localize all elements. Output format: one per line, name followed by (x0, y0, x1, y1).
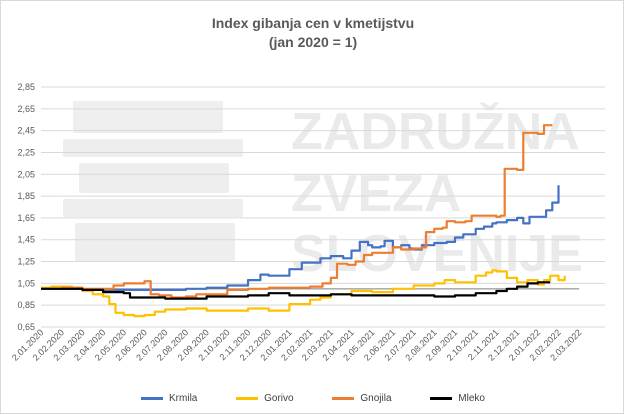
y-tick-label: 1,65 (17, 213, 35, 223)
y-tick-label: 2,25 (17, 147, 35, 157)
series-line-gnojila (41, 124, 553, 299)
chart-subtitle: (jan 2020 = 1) (268, 34, 358, 50)
y-tick-label: 2,05 (17, 169, 35, 179)
watermark-text-2: ZVEZA (291, 165, 461, 223)
legend-swatch-gorivo (236, 397, 259, 400)
y-axis-ticks: 0,65 0,85 1,05 1,25 1,45 1,65 1,85 2,05 2,25 2,45… (17, 82, 35, 332)
watermark-logo: ZADRUŽNA ZVEZA SLOVENIJE (63, 101, 583, 283)
legend-item-mleko: Mleko (430, 393, 485, 404)
legend-item-gnojila: Gnojila (332, 393, 392, 404)
y-tick-label: 1,85 (17, 191, 35, 201)
y-tick-label: 2,65 (17, 104, 35, 114)
legend-swatch-mleko (430, 397, 453, 400)
watermark-text-3: SLOVENIJE (291, 225, 583, 283)
legend-label-mleko: Mleko (458, 393, 485, 404)
series-line-gorivo (41, 269, 566, 318)
y-tick-label: 1,05 (17, 278, 35, 288)
y-tick-label: 1,25 (17, 257, 35, 267)
y-tick-label: 2,85 (17, 82, 35, 92)
y-tick-label: 1,45 (17, 235, 35, 245)
y-tick-label: 0,65 (17, 322, 35, 332)
legend-swatch-krmila (141, 397, 164, 400)
legend-item-krmila: Krmila (141, 393, 197, 404)
watermark-text-1: ZADRUŽNA (291, 102, 580, 161)
legend-item-gorivo: Gorivo (236, 393, 294, 404)
legend: Krmila Gorivo Gnojila Mleko (1, 392, 624, 404)
y-tick-label: 2,45 (17, 126, 35, 136)
legend-swatch-gnojila (332, 397, 355, 400)
x-axis-ticks: 2.01.20202.02.20202.03.20202.04.20202.05… (10, 327, 584, 362)
series-line-krmila (41, 185, 560, 291)
legend-label-krmila: Krmila (169, 393, 198, 404)
legend-label-gorivo: Gorivo (264, 393, 294, 404)
series-lines (41, 124, 566, 318)
chart-title: Index gibanja cen v kmetijstvu (211, 15, 415, 31)
y-tick-label: 0,85 (17, 300, 35, 310)
series-line-mleko (41, 281, 551, 300)
legend-label-gnojila: Gnojila (360, 393, 392, 404)
